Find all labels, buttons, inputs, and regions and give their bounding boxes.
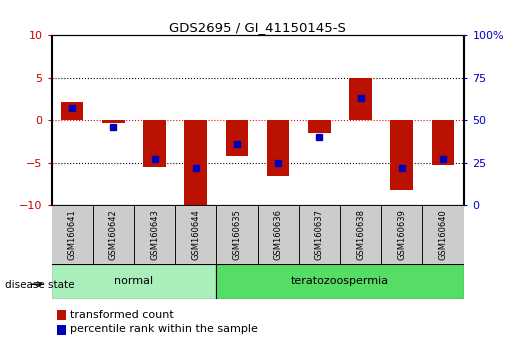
FancyBboxPatch shape xyxy=(52,205,93,264)
FancyBboxPatch shape xyxy=(93,205,134,264)
Bar xyxy=(61,102,83,120)
Bar xyxy=(308,120,331,133)
Bar xyxy=(184,120,207,205)
Bar xyxy=(226,120,248,156)
Text: GSM160643: GSM160643 xyxy=(150,209,159,260)
Text: GSM160640: GSM160640 xyxy=(438,209,448,260)
FancyBboxPatch shape xyxy=(52,264,216,299)
Text: GSM160638: GSM160638 xyxy=(356,209,365,260)
Text: GSM160636: GSM160636 xyxy=(273,209,283,260)
FancyBboxPatch shape xyxy=(216,205,258,264)
Text: GSM160637: GSM160637 xyxy=(315,209,324,260)
FancyBboxPatch shape xyxy=(175,205,216,264)
Text: GSM160641: GSM160641 xyxy=(67,209,77,260)
Bar xyxy=(432,120,454,165)
Bar xyxy=(267,120,289,176)
Bar xyxy=(57,310,66,320)
Text: GSM160644: GSM160644 xyxy=(191,209,200,260)
FancyBboxPatch shape xyxy=(258,205,299,264)
Title: GDS2695 / GI_41150145-S: GDS2695 / GI_41150145-S xyxy=(169,21,346,34)
Text: GSM160639: GSM160639 xyxy=(397,209,406,260)
Bar xyxy=(390,120,413,190)
Text: GSM160635: GSM160635 xyxy=(232,209,242,260)
Bar xyxy=(102,120,125,123)
Bar xyxy=(57,325,66,335)
Text: normal: normal xyxy=(114,276,153,286)
FancyBboxPatch shape xyxy=(299,205,340,264)
FancyBboxPatch shape xyxy=(381,205,422,264)
Text: disease state: disease state xyxy=(5,280,75,290)
FancyBboxPatch shape xyxy=(340,205,381,264)
FancyBboxPatch shape xyxy=(422,205,464,264)
Text: teratozoospermia: teratozoospermia xyxy=(291,276,389,286)
Text: GSM160642: GSM160642 xyxy=(109,209,118,260)
Bar xyxy=(143,120,166,167)
FancyBboxPatch shape xyxy=(134,205,175,264)
Text: percentile rank within the sample: percentile rank within the sample xyxy=(70,324,258,334)
Bar xyxy=(349,78,372,120)
Text: transformed count: transformed count xyxy=(70,310,173,320)
FancyBboxPatch shape xyxy=(216,264,464,299)
